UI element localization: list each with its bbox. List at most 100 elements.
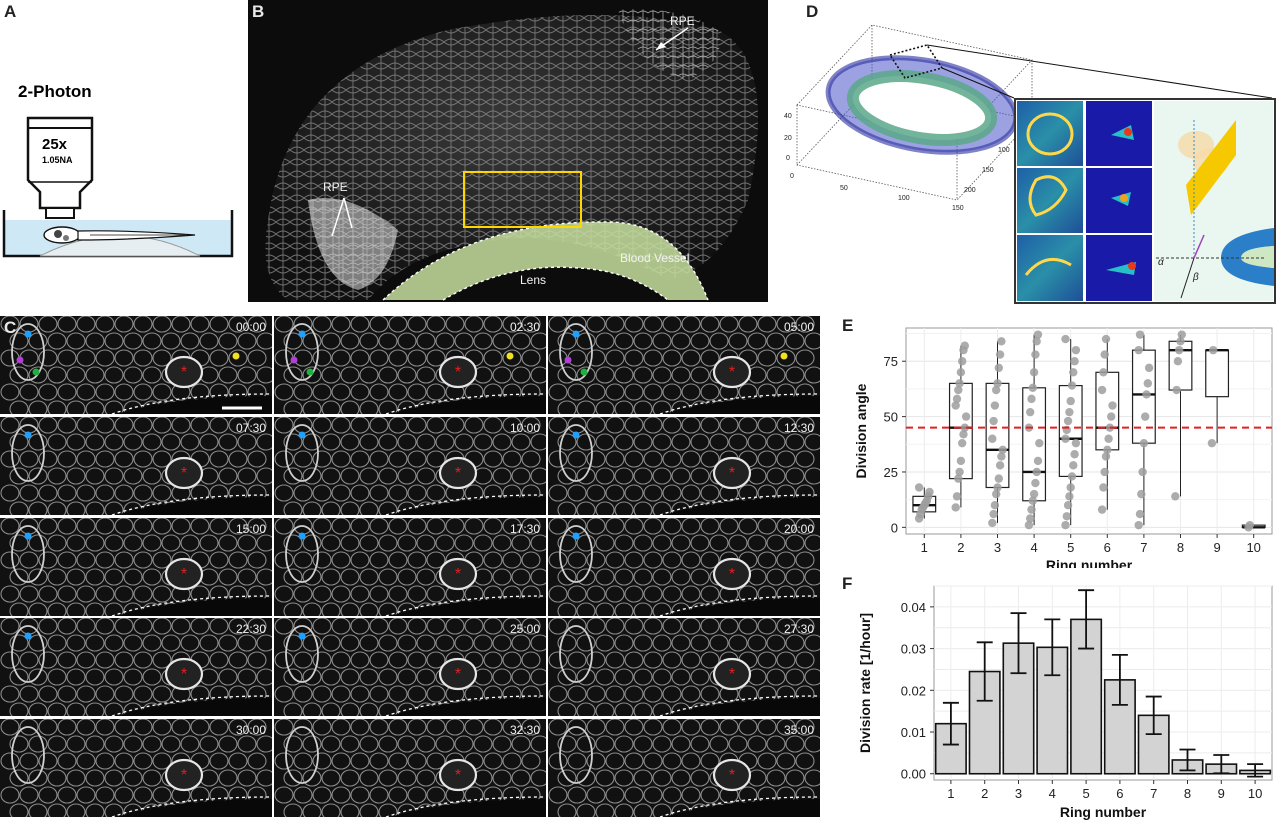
timelapse-frame: * 10:00 [274,416,548,517]
data-point [1061,434,1070,443]
x-axis-label: Ring number [1046,557,1133,568]
blood-vessel-label: Blood Vessel [620,251,690,265]
data-point [1029,368,1039,377]
data-point [1100,467,1109,477]
data-point [1105,423,1115,432]
data-point [1141,412,1150,421]
data-point [955,379,964,388]
x-tick-label: 7 [1140,540,1147,555]
tracked-cell-marker: * [181,767,187,784]
microscope-diagram [2,116,234,258]
x-axis-label: Ring number [1060,804,1147,820]
timelapse-frame: * 25:00 [274,618,548,719]
x-tick-label: 8 [1177,540,1184,555]
timestamp-label: 25:00 [509,622,540,637]
timelapse-frame: * 35:00 [548,719,822,820]
x-tick-label: 4 [1049,786,1056,801]
data-point [1031,478,1040,488]
zebrafish-larva-icon [43,226,196,244]
timestamp-label: 20:00 [783,521,814,536]
data-point [1071,438,1081,448]
division-orientation-inset: α β [1014,98,1276,304]
data-point [914,483,924,492]
y-axis-label: Division angle [853,383,869,478]
tracked-cell-marker: * [729,666,735,683]
data-point [952,394,962,404]
tracked-cell-marker: * [455,666,461,683]
y-tick-label: 0.02 [901,683,926,698]
timestamp-label: 35:00 [783,723,814,738]
data-point [1135,330,1145,339]
data-point [990,501,1000,510]
data-point [1144,363,1154,373]
data-point [960,341,969,350]
data-point [995,461,1005,470]
data-point [925,487,934,497]
tracked-cell-marker: * [729,465,735,482]
data-point [992,385,1001,395]
timestamp-label: 22:30 [235,622,266,637]
y-tick-100: 100 [998,147,1010,154]
data-point [1035,438,1044,448]
data-point [1171,492,1180,501]
timelapse-frame: * 15:00 [0,517,274,618]
data-point [1065,492,1074,501]
blood-vessel-region [383,221,708,300]
z-tick-20: 20 [784,135,792,142]
y-tick-label: 0.03 [901,642,926,657]
timelapse-frame: * 00:00 [0,316,274,416]
data-point [1172,385,1181,395]
data-point [1176,337,1185,346]
data-point [1070,357,1079,366]
data-point [959,430,968,439]
data-point [1104,434,1113,443]
data-point [1097,505,1107,514]
data-point [1033,330,1043,339]
data-point [954,385,963,395]
x-tick-label: 5 [1067,540,1074,555]
data-point [952,492,962,501]
data-point [1027,394,1036,404]
data-point [1099,368,1108,377]
x-tick-0: 0 [790,173,794,180]
data-point [1029,489,1039,499]
data-point [1067,381,1077,390]
z-tick-0: 0 [786,155,790,162]
data-point [998,445,1007,455]
timestamp-label: 05:00 [783,320,814,334]
x-tick-label: 9 [1218,786,1225,801]
data-point [1032,467,1041,477]
y-tick-label: 0.00 [901,767,926,782]
data-point [955,467,964,477]
y-tick-label: 0.04 [901,600,926,615]
timelapse-frame: * 20:00 [548,517,822,618]
data-point [958,438,967,448]
box [1205,349,1230,398]
data-point [961,412,971,421]
data-point [1103,445,1112,455]
timelapse-frame: * 05:00 [548,316,822,416]
data-point [1069,461,1078,470]
panel-b-letter: B [252,2,265,21]
data-point [988,434,997,443]
data-point [1143,379,1152,388]
timestamp-label: 02:30 [509,320,540,334]
retina-overview-image: RPE RPE Lens Blood Vessel [248,0,768,302]
data-point [1063,501,1073,510]
panel-a-letter: A [4,2,17,21]
tracked-cell-marker: * [181,566,187,583]
data-point [1033,456,1043,466]
data-point [1101,452,1111,461]
data-point [995,350,1005,359]
data-point [954,474,963,483]
data-point [1209,345,1218,355]
x-tick-label: 10 [1246,540,1260,555]
data-point [994,474,1003,483]
y-tick-label: 0 [891,520,898,535]
tracked-cell-marker: * [181,465,187,482]
data-point [1175,345,1184,355]
panel-c-letter: C [4,318,17,337]
timelapse-frame: * 17:30 [274,517,548,618]
y-tick-label: 0.01 [901,725,926,740]
data-point [990,401,1000,410]
